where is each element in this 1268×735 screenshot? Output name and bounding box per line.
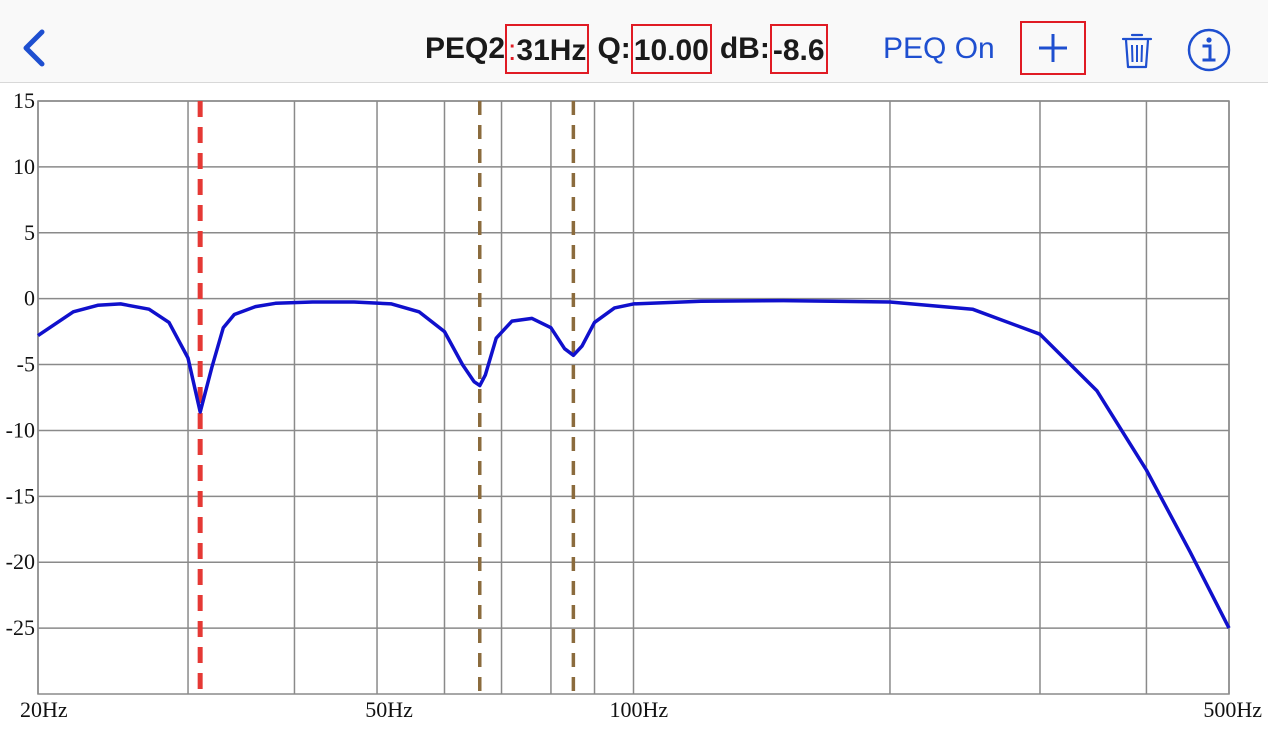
x-axis-labels: 20Hz 50Hz 100Hz 500Hz [20,697,1262,722]
peq-toggle-button[interactable]: PEQ On [883,32,995,65]
y-tick-label: -10 [6,417,35,442]
frequency-text: 31Hz [516,34,587,67]
filter-name: PEQ2 [425,32,506,65]
x-tick-label: 50Hz [365,697,413,722]
chart-grid [37,100,1230,695]
y-tick-label: 15 [13,88,35,113]
delete-filter-button[interactable] [1120,30,1154,70]
filter-title: PEQ2:31Hz Q: 10.00 dB: -8.6 [425,24,828,74]
add-filter-button[interactable] [1020,21,1086,75]
filter-markers [197,101,576,694]
plus-icon [1039,34,1067,62]
toolbar: PEQ2:31Hz Q: 10.00 dB: -8.6 PEQ On [0,0,1268,83]
info-icon [1187,28,1231,72]
y-tick-label: 5 [24,220,35,245]
y-tick-label: -15 [6,483,35,508]
chevron-left-icon [23,29,45,67]
frequency-value[interactable]: :31Hz [505,24,590,74]
response-curves [37,298,1231,629]
frequency-colon: : [508,34,517,67]
y-tick-label: 10 [13,154,35,179]
db-label: dB: [719,32,770,65]
y-axis-labels: 15 10 5 0 -5 -10 -15 -20 -25 [6,88,35,640]
y-tick-label: -25 [6,615,35,640]
trash-icon [1121,33,1153,69]
db-value[interactable]: -8.6 [769,24,828,74]
frequency-response-chart[interactable]: 15 10 5 0 -5 -10 -15 -20 -25 20Hz 50Hz 100Hz 500Hz [0,82,1268,735]
q-label: Q: [597,32,631,65]
x-tick-label: 20Hz [20,697,68,722]
info-button[interactable] [1186,27,1232,73]
x-tick-label: 100Hz [610,697,669,722]
y-tick-label: -5 [17,352,35,377]
back-button[interactable] [18,28,52,68]
frequency-response-line [37,298,1231,629]
y-tick-label: 0 [24,286,35,311]
q-value[interactable]: 10.00 [630,24,712,74]
x-tick-label: 500Hz [1203,697,1262,722]
y-tick-label: -20 [6,549,35,574]
